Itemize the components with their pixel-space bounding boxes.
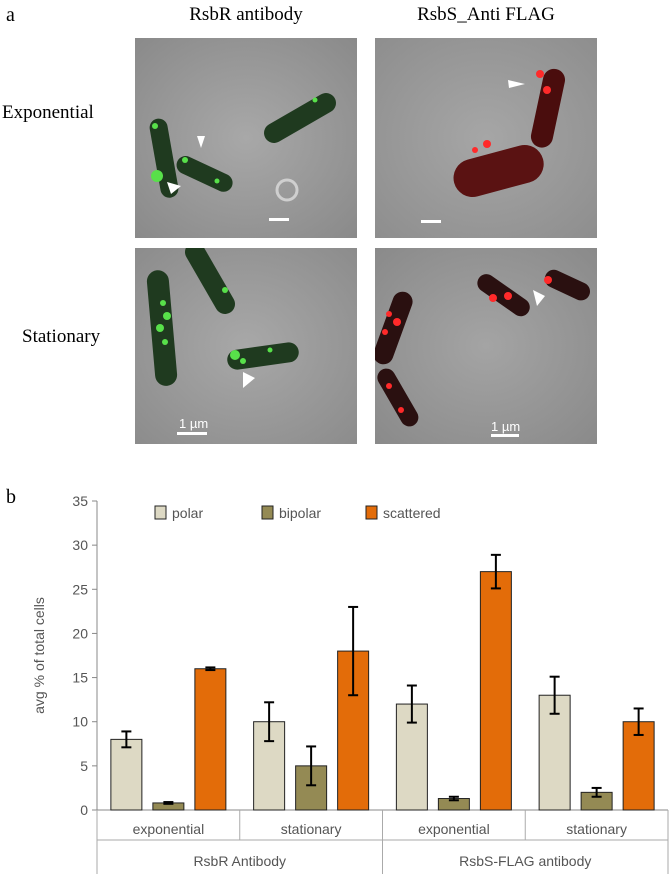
bacterium-cell: [477, 274, 530, 317]
panel-b-label: b: [6, 486, 16, 508]
arrowhead-icon: [508, 80, 525, 88]
x-tick-label: exponential: [418, 821, 490, 837]
y-tick-label: 35: [72, 493, 88, 509]
bar-polar: [253, 721, 286, 811]
scale-bar-label: 1 µm: [179, 416, 208, 431]
row-label-stationary: Stationary: [22, 326, 101, 347]
bacterium-cell: [264, 93, 336, 143]
row-label-exponential: Exponential: [2, 102, 94, 123]
legend-label-polar: polar: [172, 505, 203, 521]
x-group-label: RsbR Antibody: [193, 853, 286, 869]
bar-scattered: [194, 668, 227, 811]
x-tick-label: stationary: [281, 821, 342, 837]
bar-chart: 0 5 10 15 20 25 30 35 avg % of total cells expone…: [31, 493, 669, 874]
y-tick-label: 10: [72, 714, 88, 730]
y-axis-label: avg % of total cells: [31, 597, 47, 714]
x-tick-label: exponential: [133, 821, 205, 837]
scale-bar: [491, 434, 519, 437]
bacterium-cell: [377, 368, 419, 427]
bacterium-cell: [185, 248, 235, 314]
scale-bar: [177, 432, 207, 435]
arrowhead-icon: [197, 136, 205, 148]
legend-swatch-scattered: [365, 505, 378, 520]
micrograph-rsbs-exponential: [375, 38, 597, 238]
panel-a-label: a: [6, 4, 15, 26]
bar-polar: [110, 738, 143, 811]
x-group-label: RsbS-FLAG antibody: [459, 853, 591, 869]
legend-swatch-bipolar: [261, 505, 274, 520]
micrograph-rsbr-exponential: [135, 38, 357, 238]
y-tick-label: 15: [72, 670, 88, 686]
bacterium-cell: [149, 118, 179, 198]
y-tick-label: 5: [80, 758, 88, 774]
legend-label-bipolar: bipolar: [279, 505, 321, 521]
bacterium-cell: [375, 291, 413, 365]
scale-bar-label: 1 µm: [491, 419, 520, 434]
micrograph-rsbr-stationary: 1 µm: [135, 248, 357, 444]
column-title-rsbr: RsbR antibody: [189, 4, 303, 25]
bar-scattered: [479, 571, 512, 811]
bacterium-cell: [544, 269, 591, 301]
scale-bar: [269, 218, 289, 221]
bacterium-cell: [530, 68, 566, 148]
scale-bar: [421, 220, 441, 223]
y-tick-label: 0: [80, 802, 88, 818]
y-tick-label: 20: [72, 625, 88, 641]
y-tick-label: 30: [72, 537, 88, 553]
arrowhead-icon: [243, 372, 255, 388]
x-tick-label: stationary: [566, 821, 627, 837]
arrowhead-icon: [533, 290, 545, 306]
legend-label-scattered: scattered: [383, 505, 441, 521]
bacterium-cell: [453, 145, 544, 197]
legend-swatch-polar: [154, 505, 167, 520]
micrograph-rsbs-stationary: 1 µm: [375, 248, 597, 444]
y-tick-label: 25: [72, 581, 88, 597]
arrowhead-icon: [167, 182, 181, 194]
column-title-rsbs: RsbS_Anti FLAG: [417, 4, 555, 25]
